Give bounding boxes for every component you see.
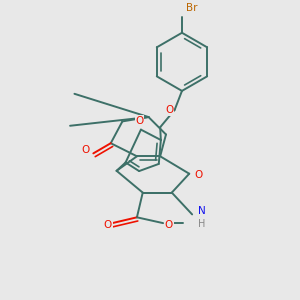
Text: O: O (165, 105, 174, 115)
Text: O: O (135, 116, 144, 126)
Text: O: O (194, 170, 203, 180)
Text: O: O (104, 220, 112, 230)
Text: Br: Br (186, 3, 198, 13)
Text: O: O (81, 146, 89, 155)
Text: H: H (198, 219, 205, 229)
Text: O: O (165, 220, 173, 230)
Text: N: N (198, 206, 205, 216)
